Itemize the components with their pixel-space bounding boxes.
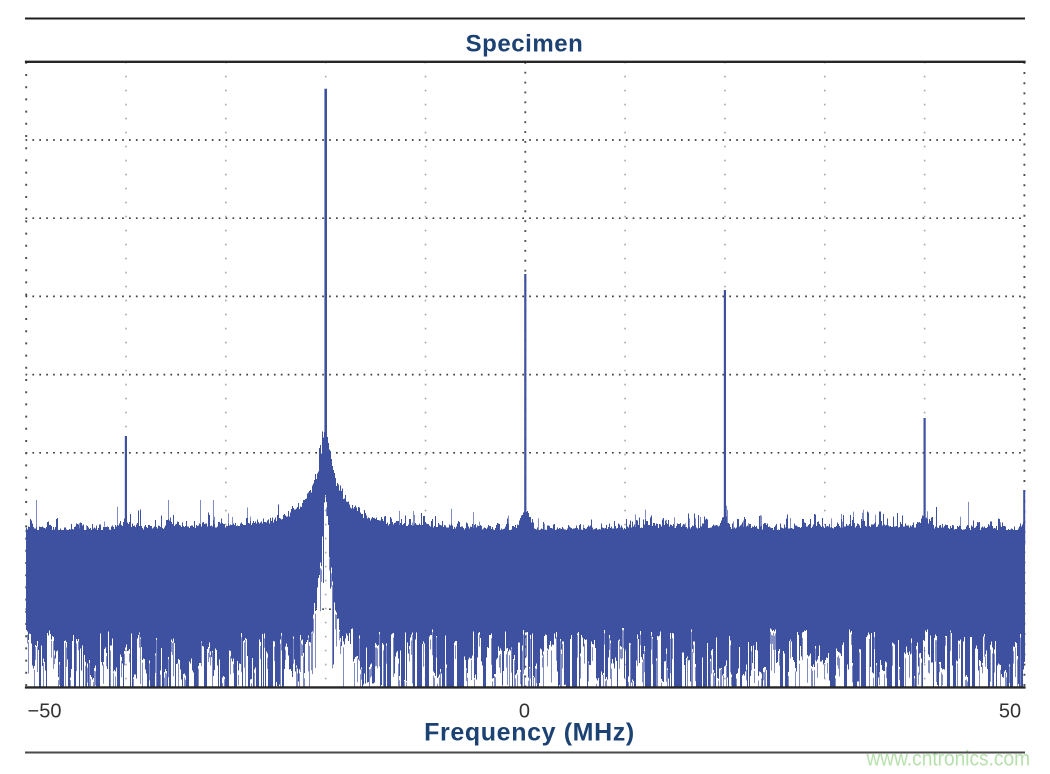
svg-text:50: 50 <box>999 700 1021 722</box>
svg-text:−50: −50 <box>28 700 62 722</box>
svg-text:0: 0 <box>519 700 530 722</box>
svg-text:Specimen: Specimen <box>466 30 584 57</box>
svg-text:Frequency (MHz): Frequency (MHz) <box>424 719 635 747</box>
svg-text:www.cntronics.com: www.cntronics.com <box>866 748 1030 771</box>
